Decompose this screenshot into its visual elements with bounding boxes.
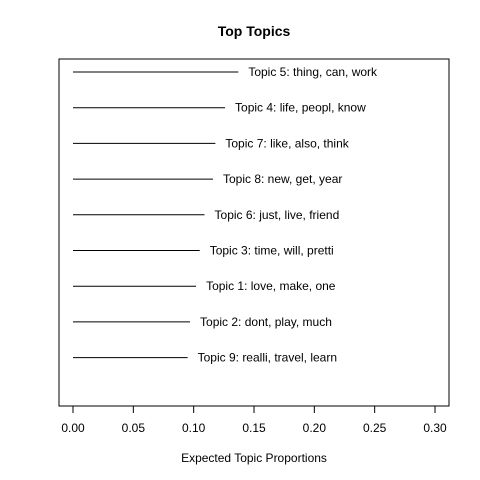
x-axis: 0.00 0.05 0.10 0.15 0.20 0.25 0.30	[61, 405, 447, 435]
bar-label-9: Topic 9: realli, travel, learn	[198, 351, 337, 365]
x-tick-label-5: 0.25	[363, 421, 387, 435]
bar-label-1: Topic 5: thing, can, work	[248, 65, 378, 79]
bar-label-4: Topic 8: new, get, year	[223, 172, 342, 186]
x-tick-label-0: 0.00	[61, 421, 85, 435]
x-tick-label-4: 0.20	[303, 421, 327, 435]
x-tick-label-3: 0.15	[242, 421, 266, 435]
bar-label-7: Topic 1: love, make, one	[206, 279, 336, 293]
x-axis-label: Expected Topic Proportions	[181, 451, 327, 465]
chart-title: Top Topics	[218, 23, 291, 39]
bar-label-3: Topic 7: like, also, think	[225, 136, 349, 150]
bar-label-8: Topic 2: dont, play, much	[200, 315, 332, 329]
bar-label-5: Topic 6: just, live, friend	[215, 208, 340, 222]
x-tick-label-6: 0.30	[423, 421, 447, 435]
x-tick-label-1: 0.05	[122, 421, 146, 435]
x-tick-label-2: 0.10	[182, 421, 206, 435]
bar-label-2: Topic 4: life, peopl, know	[235, 101, 366, 115]
bar-label-6: Topic 3: time, will, pretti	[210, 244, 334, 258]
bars-group: Topic 5: thing, can, work Topic 4: life, …	[73, 65, 378, 365]
